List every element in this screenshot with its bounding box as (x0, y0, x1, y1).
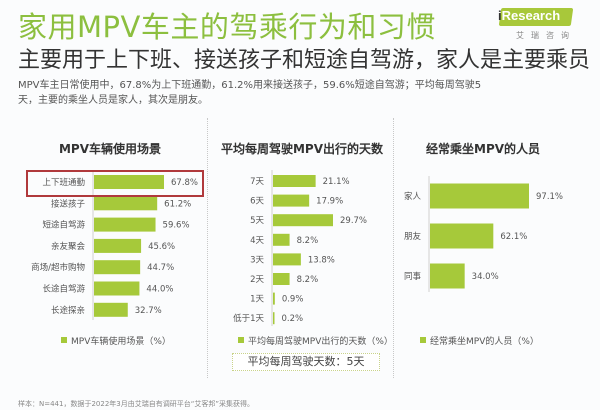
category-label: 同事 (404, 271, 422, 282)
chart3-legend: 经常乘坐MPV的人员（%） (420, 334, 539, 347)
category-label: 家人 (404, 191, 422, 202)
category-label: 商场/超市购物 (31, 262, 85, 273)
page-title: 家用MPV车主的驾乘行为和习惯 (18, 10, 436, 44)
chart1-legend: MPV车辆使用场景（%） (61, 334, 171, 347)
average-days-callout: 平均每周驾驶天数：5天 (232, 353, 380, 371)
category-label: 7天 (250, 177, 264, 187)
bar (430, 223, 494, 249)
value-label: 45.6% (148, 242, 175, 252)
bar (273, 214, 333, 227)
panel-divider (393, 118, 394, 378)
page-subtitle: 主要用于上下班、接送孩子和短途自驾游，家人是主要乘员 (18, 48, 591, 73)
bar (94, 302, 128, 317)
value-label: 61.2% (164, 199, 191, 209)
value-label: 17.9% (316, 197, 343, 207)
logo-i: i (498, 8, 502, 23)
chart1-title: MPV车辆使用场景 (58, 142, 162, 156)
bar (273, 292, 275, 305)
bar (273, 273, 290, 285)
chart2-legend-label: 平均每周驾驶MPV出行的天数（%） (248, 337, 393, 347)
category-label: 4天 (250, 236, 264, 246)
chart2-title: 平均每周驾驶MPV出行的天数 (220, 142, 384, 156)
category-label: 低于1天 (233, 313, 264, 324)
chart1: 上下班通勤 67.8% 接送孩子 61.2% 短途自驾游 59.6% 亲友聚会 45.6% 商场… (31, 170, 198, 320)
value-label: 29.7% (340, 216, 367, 226)
highlight-box (26, 170, 204, 197)
category-label: 短途自驾游 (42, 220, 85, 231)
category-label: 朋友 (404, 231, 422, 242)
panel-divider (207, 118, 208, 378)
value-label: 8.2% (297, 275, 319, 285)
legend-swatch (420, 337, 426, 343)
bar (94, 196, 158, 211)
footnote: 样本：N=441，数据于2022年3月由艾瑞自有调研平台“艾客邦”采集获得。 (18, 400, 254, 408)
chart2: 7天 21.1% 6天 17.9% 5天 29.7% 4天 8.2% 3天 13.8% 2天 8.2%… (233, 170, 367, 326)
category-label: 长途自驾游 (42, 284, 85, 295)
category-label: 亲友聚会 (51, 241, 86, 252)
category-label: 3天 (250, 255, 264, 265)
value-label: 32.7% (135, 306, 162, 316)
bar (94, 238, 142, 253)
bar (94, 281, 140, 296)
value-label: 44.0% (146, 285, 173, 295)
value-label: 13.8% (308, 255, 335, 265)
value-label: 0.9% (282, 295, 304, 305)
chart2-legend: 平均每周驾驶MPV出行的天数（%） (238, 334, 393, 347)
value-label: 21.1% (323, 177, 350, 187)
legend-swatch (238, 337, 244, 343)
bar (430, 183, 529, 209)
value-label: 67.8% (171, 178, 198, 188)
chart1-legend-label: MPV车辆使用场景（%） (71, 337, 171, 347)
value-label: 97.1% (536, 192, 563, 202)
legend-swatch (61, 337, 67, 343)
chart3: 家人 97.1% 朋友 62.1% 同事 34.0% (404, 176, 563, 292)
value-label: 44.7% (147, 263, 174, 273)
page-description: MPV车主日常使用中，67.8%为上下班通勤，61.2%用来接送孩子，59.6%… (18, 80, 482, 106)
bar (273, 175, 316, 187)
bar (94, 217, 156, 232)
value-label: 34.0% (472, 272, 499, 282)
chart3-title: 经常乘坐MPV的人员 (426, 142, 541, 156)
bar (94, 260, 141, 275)
category-label: 上下班通勤 (42, 177, 85, 188)
chart3-legend-label: 经常乘坐MPV的人员（%） (430, 337, 539, 347)
bar (94, 175, 164, 189)
bar (273, 312, 275, 325)
category-label: 6天 (250, 197, 264, 207)
category-label: 接送孩子 (51, 198, 86, 209)
bar (273, 194, 310, 207)
iresearch-logo: iResearch (494, 6, 574, 28)
value-label: 8.2% (297, 236, 319, 246)
value-label: 59.6% (163, 221, 190, 231)
value-label: 0.2% (282, 314, 304, 324)
category-label: 5天 (250, 216, 264, 226)
category-label: 2天 (250, 275, 264, 285)
category-label: 长途探亲 (51, 305, 85, 316)
logo-name: Research (501, 8, 561, 23)
bar (273, 233, 290, 246)
bar (273, 253, 301, 266)
bar (430, 263, 465, 289)
value-label: 62.1% (500, 232, 527, 242)
category-label: 1天 (250, 295, 264, 305)
logo-text: iResearch (498, 8, 560, 23)
logo-subtitle: 艾瑞咨询 (516, 31, 576, 40)
